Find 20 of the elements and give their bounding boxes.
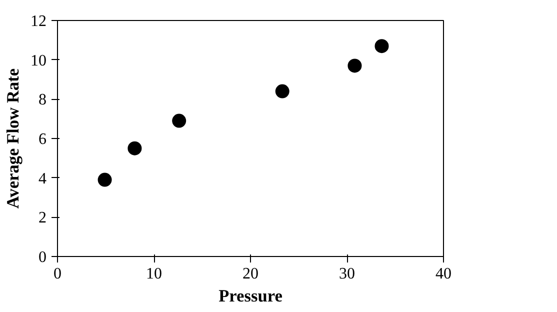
y-tick-label: 6 [38,131,46,148]
y-tick-label: 4 [38,170,46,188]
point [98,172,112,187]
point [275,84,290,98]
x-tick-label: 40 [436,266,452,282]
y-tick-label: 10 [30,52,46,70]
x-tick-label: 30 [339,266,355,282]
x-tick-label: 20 [242,266,258,282]
y-axis-title: Average Flow Rate [4,68,22,209]
x-axis-title: Pressure [218,286,283,306]
y-tick-label: 12 [30,13,46,30]
y-tick-label: 2 [38,210,46,227]
point [172,114,186,128]
x-tick-label: 0 [54,266,62,282]
point [128,141,142,156]
y-tick-label: 0 [38,249,46,266]
x-tick-label: 10 [146,266,162,282]
y-tick-label: 8 [38,92,46,109]
point [348,58,362,73]
point [374,39,389,54]
